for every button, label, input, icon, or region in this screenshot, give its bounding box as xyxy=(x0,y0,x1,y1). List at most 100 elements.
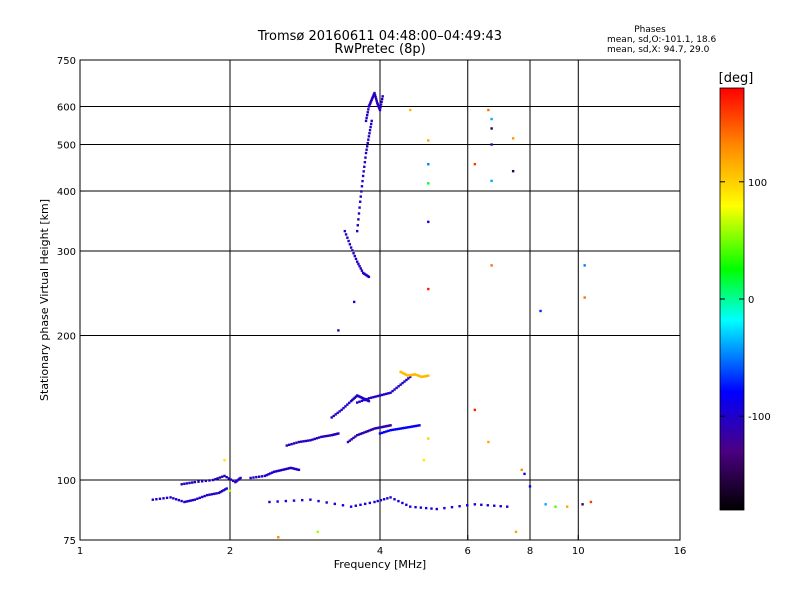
echo-point xyxy=(193,498,197,501)
echo-point xyxy=(499,505,502,508)
echo-point xyxy=(300,440,303,443)
echo-point xyxy=(325,501,328,504)
echo-point xyxy=(162,497,165,500)
echo-point xyxy=(458,505,461,508)
echo-point xyxy=(347,239,350,243)
echo-point xyxy=(386,424,389,428)
echo-point xyxy=(391,428,394,432)
echo-point xyxy=(349,505,353,508)
echo-point xyxy=(387,392,390,395)
echo-point xyxy=(155,498,158,501)
echo-point xyxy=(349,246,353,249)
echo-point xyxy=(430,507,433,510)
y-tick-label: 75 xyxy=(63,536,76,547)
echo-point xyxy=(419,375,422,378)
echo-point xyxy=(365,148,368,151)
echo-point xyxy=(331,433,335,437)
y-tick-label: 400 xyxy=(57,187,76,198)
echo-point xyxy=(403,426,406,430)
echo-point xyxy=(407,377,410,380)
echo-point xyxy=(197,480,200,483)
echo-point xyxy=(188,481,191,485)
echo-point xyxy=(408,374,411,377)
echo-point xyxy=(378,432,382,435)
echo-point xyxy=(274,470,277,473)
echo-point xyxy=(177,498,181,502)
echo-point xyxy=(423,375,426,378)
echo-point xyxy=(335,432,339,436)
x-tick-label: 1 xyxy=(77,546,83,557)
echo-point xyxy=(387,424,391,427)
echo-point xyxy=(357,433,361,436)
echo-point xyxy=(412,425,416,428)
echo-point xyxy=(309,498,312,501)
echo-point xyxy=(415,373,418,377)
echo-point xyxy=(381,95,384,98)
echo-point xyxy=(371,97,374,100)
echo-point xyxy=(374,395,377,398)
echo-point xyxy=(473,503,477,506)
colorbar-unit-label: [deg] xyxy=(719,71,754,86)
echo-point xyxy=(203,494,206,498)
echo-point xyxy=(228,489,232,492)
echo-point xyxy=(409,373,412,377)
echo-point xyxy=(355,433,359,437)
echo-point xyxy=(354,435,357,438)
echo-point xyxy=(361,174,365,178)
echo-point xyxy=(324,434,327,438)
echo-point xyxy=(405,503,408,507)
echo-point xyxy=(346,403,349,406)
echo-point xyxy=(187,499,190,503)
echo-point xyxy=(313,437,316,441)
echo-point xyxy=(359,195,362,198)
echo-point xyxy=(180,499,183,503)
echo-point xyxy=(270,471,274,474)
echo-point xyxy=(284,499,288,503)
echo-point xyxy=(263,474,267,478)
echo-point xyxy=(385,392,388,396)
echo-point xyxy=(297,440,301,444)
echo-point xyxy=(410,425,414,428)
echo-point xyxy=(435,507,438,511)
echo-point xyxy=(370,119,373,123)
echo-point xyxy=(389,429,392,432)
echo-point xyxy=(183,482,186,486)
echo-point xyxy=(383,425,386,428)
echo-point xyxy=(401,427,404,430)
x-axis-label: Frequency [MHz] xyxy=(334,558,426,571)
echo-point xyxy=(221,475,224,478)
echo-point xyxy=(348,439,352,442)
echo-point xyxy=(344,405,347,408)
echo-point xyxy=(185,500,188,503)
echo-point xyxy=(378,107,381,110)
echo-point xyxy=(191,481,194,484)
echo-point xyxy=(402,372,405,375)
echo-point xyxy=(405,378,408,382)
echo-point xyxy=(414,424,417,428)
echo-point xyxy=(450,505,454,509)
echo-point xyxy=(227,477,231,480)
echo-point xyxy=(399,427,402,430)
echo-point xyxy=(381,425,384,429)
colorbar-ticks: 100 0 -100 xyxy=(720,178,771,423)
echo-point xyxy=(416,374,419,377)
echo-point xyxy=(229,478,233,481)
echo-point xyxy=(369,101,372,104)
x-tick-label: 2 xyxy=(227,546,233,557)
echo-point xyxy=(377,106,381,109)
echo-point xyxy=(193,480,197,484)
echo-point xyxy=(330,416,333,419)
echo-point xyxy=(208,479,211,482)
echo-point xyxy=(362,170,365,173)
echo-point xyxy=(416,424,419,427)
echo-point xyxy=(296,468,299,471)
y-tick-label: 300 xyxy=(57,247,76,258)
echo-point xyxy=(520,468,523,472)
echo-point xyxy=(365,116,368,120)
echo-point xyxy=(326,434,329,438)
echo-point xyxy=(289,466,293,470)
x-tick-label: 4 xyxy=(377,546,383,557)
echo-point xyxy=(376,103,380,106)
echo-point xyxy=(368,103,371,107)
